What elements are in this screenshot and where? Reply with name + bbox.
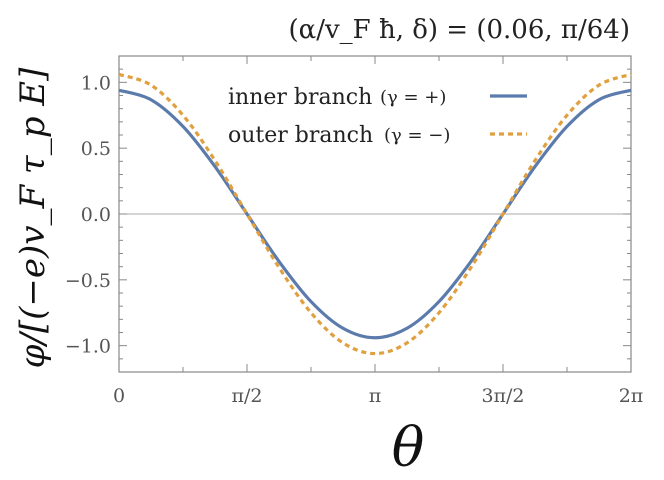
y-axis-label: φ/[(−e)v_F τ_p E] (13, 67, 53, 368)
x-tick-label: 3π/2 (481, 385, 524, 407)
y-tick-label: 0.5 (81, 138, 111, 160)
series-line-outer-branch (118, 72, 632, 356)
x-axis-label: θ (392, 416, 425, 479)
y-tick-label: −0.5 (65, 270, 111, 292)
legend-label: outer branch (228, 123, 373, 148)
x-tick-label: 0 (113, 385, 125, 407)
y-tick-label: −1.0 (65, 336, 111, 358)
legend-label: inner branch (228, 85, 372, 110)
y-tick-label: 0.0 (81, 204, 111, 226)
legend: inner branch (γ = +) outer branch (γ = −) (228, 85, 527, 148)
x-tick-label: 2π (619, 385, 644, 407)
y-tick-label: 1.0 (81, 72, 111, 94)
tick-labels: 0 π/2 π 3π/2 2π 1.0 0.5 0.0 −0.5 −1.0 (65, 72, 643, 407)
legend-math-label: (γ = −) (384, 125, 450, 146)
chart-title: (α/v_F ħ, δ) = (0.06, π/64) (289, 15, 630, 45)
x-tick-label: π (369, 385, 382, 407)
series-lines (118, 72, 632, 356)
series-line-inner-branch (118, 88, 632, 340)
x-tick-label: π/2 (232, 385, 263, 407)
legend-math-label: (γ = +) (380, 87, 446, 108)
axis-ticks (118, 55, 632, 373)
